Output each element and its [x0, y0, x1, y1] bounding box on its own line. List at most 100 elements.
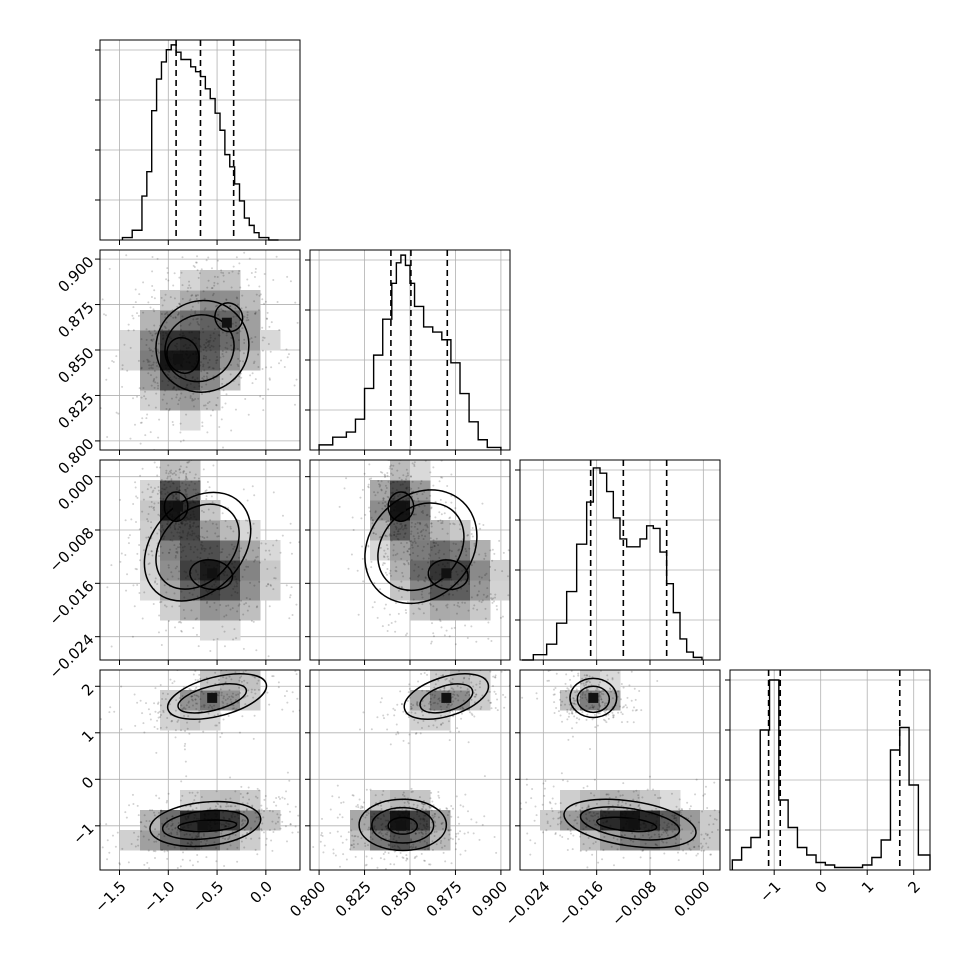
scatter-point [184, 504, 187, 507]
scatter-point [190, 559, 193, 562]
scatter-point [260, 808, 263, 811]
scatter-point [157, 513, 160, 516]
scatter-point [241, 327, 244, 330]
scatter-point [708, 823, 711, 826]
scatter-point [253, 494, 256, 497]
scatter-point [414, 455, 416, 457]
scatter-point [704, 832, 707, 835]
scatter-point [158, 811, 161, 814]
scatter-point [175, 565, 178, 568]
scatter-point [441, 476, 444, 479]
scatter-point [204, 346, 207, 349]
scatter-point [186, 522, 189, 525]
scatter-point [196, 269, 199, 272]
scatter-point [573, 702, 576, 705]
scatter-point [622, 686, 625, 689]
scatter-point [416, 532, 419, 535]
scatter-point [478, 581, 481, 584]
scatter-point [475, 662, 477, 664]
scatter-point [439, 842, 442, 845]
density-cell [660, 790, 681, 811]
scatter-point [420, 852, 423, 855]
scatter-point [234, 698, 237, 701]
scatter-point [336, 816, 339, 819]
scatter-point [432, 466, 435, 469]
scatter-point [220, 832, 223, 835]
scatter-point [407, 716, 410, 719]
scatter-point [584, 683, 587, 686]
scatter-point [236, 860, 239, 863]
scatter-point [639, 828, 642, 831]
scatter-point [237, 604, 240, 607]
scatter-point [585, 674, 588, 677]
scatter-point [440, 708, 443, 711]
scatter-point [467, 831, 470, 834]
scatter-point [447, 838, 450, 841]
scatter-point [384, 492, 387, 495]
scatter-point [249, 598, 252, 601]
scatter-point [523, 539, 525, 541]
scatter-point [456, 589, 459, 592]
scatter-point [430, 642, 433, 645]
scatter-point [191, 662, 193, 664]
scatter-point [457, 838, 460, 841]
scatter-point [136, 395, 139, 398]
scatter-point [175, 497, 178, 500]
scatter-point [148, 496, 151, 499]
scatter-point [200, 509, 203, 512]
scatter-point [443, 689, 446, 692]
scatter-point [389, 465, 392, 468]
scatter-point [426, 825, 429, 828]
scatter-point [383, 473, 386, 476]
scatter-point [271, 820, 274, 823]
scatter-point [179, 397, 182, 400]
scatter-point [453, 523, 456, 526]
scatter-point [414, 832, 417, 835]
scatter-point [248, 257, 251, 260]
scatter-point [204, 564, 207, 567]
scatter-point [438, 618, 441, 621]
scatter-point [149, 718, 152, 721]
scatter-point [502, 693, 505, 696]
contour-level-3 [387, 491, 415, 523]
scatter-point [466, 590, 469, 593]
scatter-point [423, 579, 426, 582]
scatter-point [430, 522, 433, 525]
density-cell [140, 810, 161, 831]
scatter-point [581, 693, 584, 696]
scatter-point [172, 423, 175, 426]
scatter-point [119, 498, 122, 501]
density-cell [260, 540, 281, 561]
scatter-point [438, 549, 441, 552]
scatter-point [165, 825, 168, 828]
scatter-point [450, 578, 453, 581]
scatter-point [115, 411, 118, 414]
contour-level-3 [427, 559, 469, 591]
scatter-point [160, 313, 163, 316]
scatter-point [196, 357, 199, 360]
scatter-point [599, 690, 602, 693]
scatter-point [179, 729, 182, 732]
scatter-point [600, 698, 603, 701]
scatter-point [494, 676, 497, 679]
scatter-point [176, 867, 179, 870]
scatter-point [158, 332, 161, 335]
scatter-point [408, 683, 411, 686]
scatter-point [572, 697, 575, 700]
scatter-point [159, 481, 162, 484]
scatter-point [209, 546, 212, 549]
scatter-point [531, 609, 533, 611]
density-peak [173, 501, 184, 512]
scatter-point [591, 706, 594, 709]
scatter-point [207, 256, 210, 259]
scatter-point [153, 377, 156, 380]
scatter-point [351, 818, 354, 821]
scatter-point [589, 747, 592, 750]
scatter-point [290, 552, 293, 555]
density-cell [220, 540, 241, 561]
scatter-point [405, 857, 408, 860]
scatter-point [195, 497, 198, 500]
scatter-point [220, 308, 223, 311]
scatter-point [601, 814, 604, 817]
panel-content [100, 250, 300, 450]
